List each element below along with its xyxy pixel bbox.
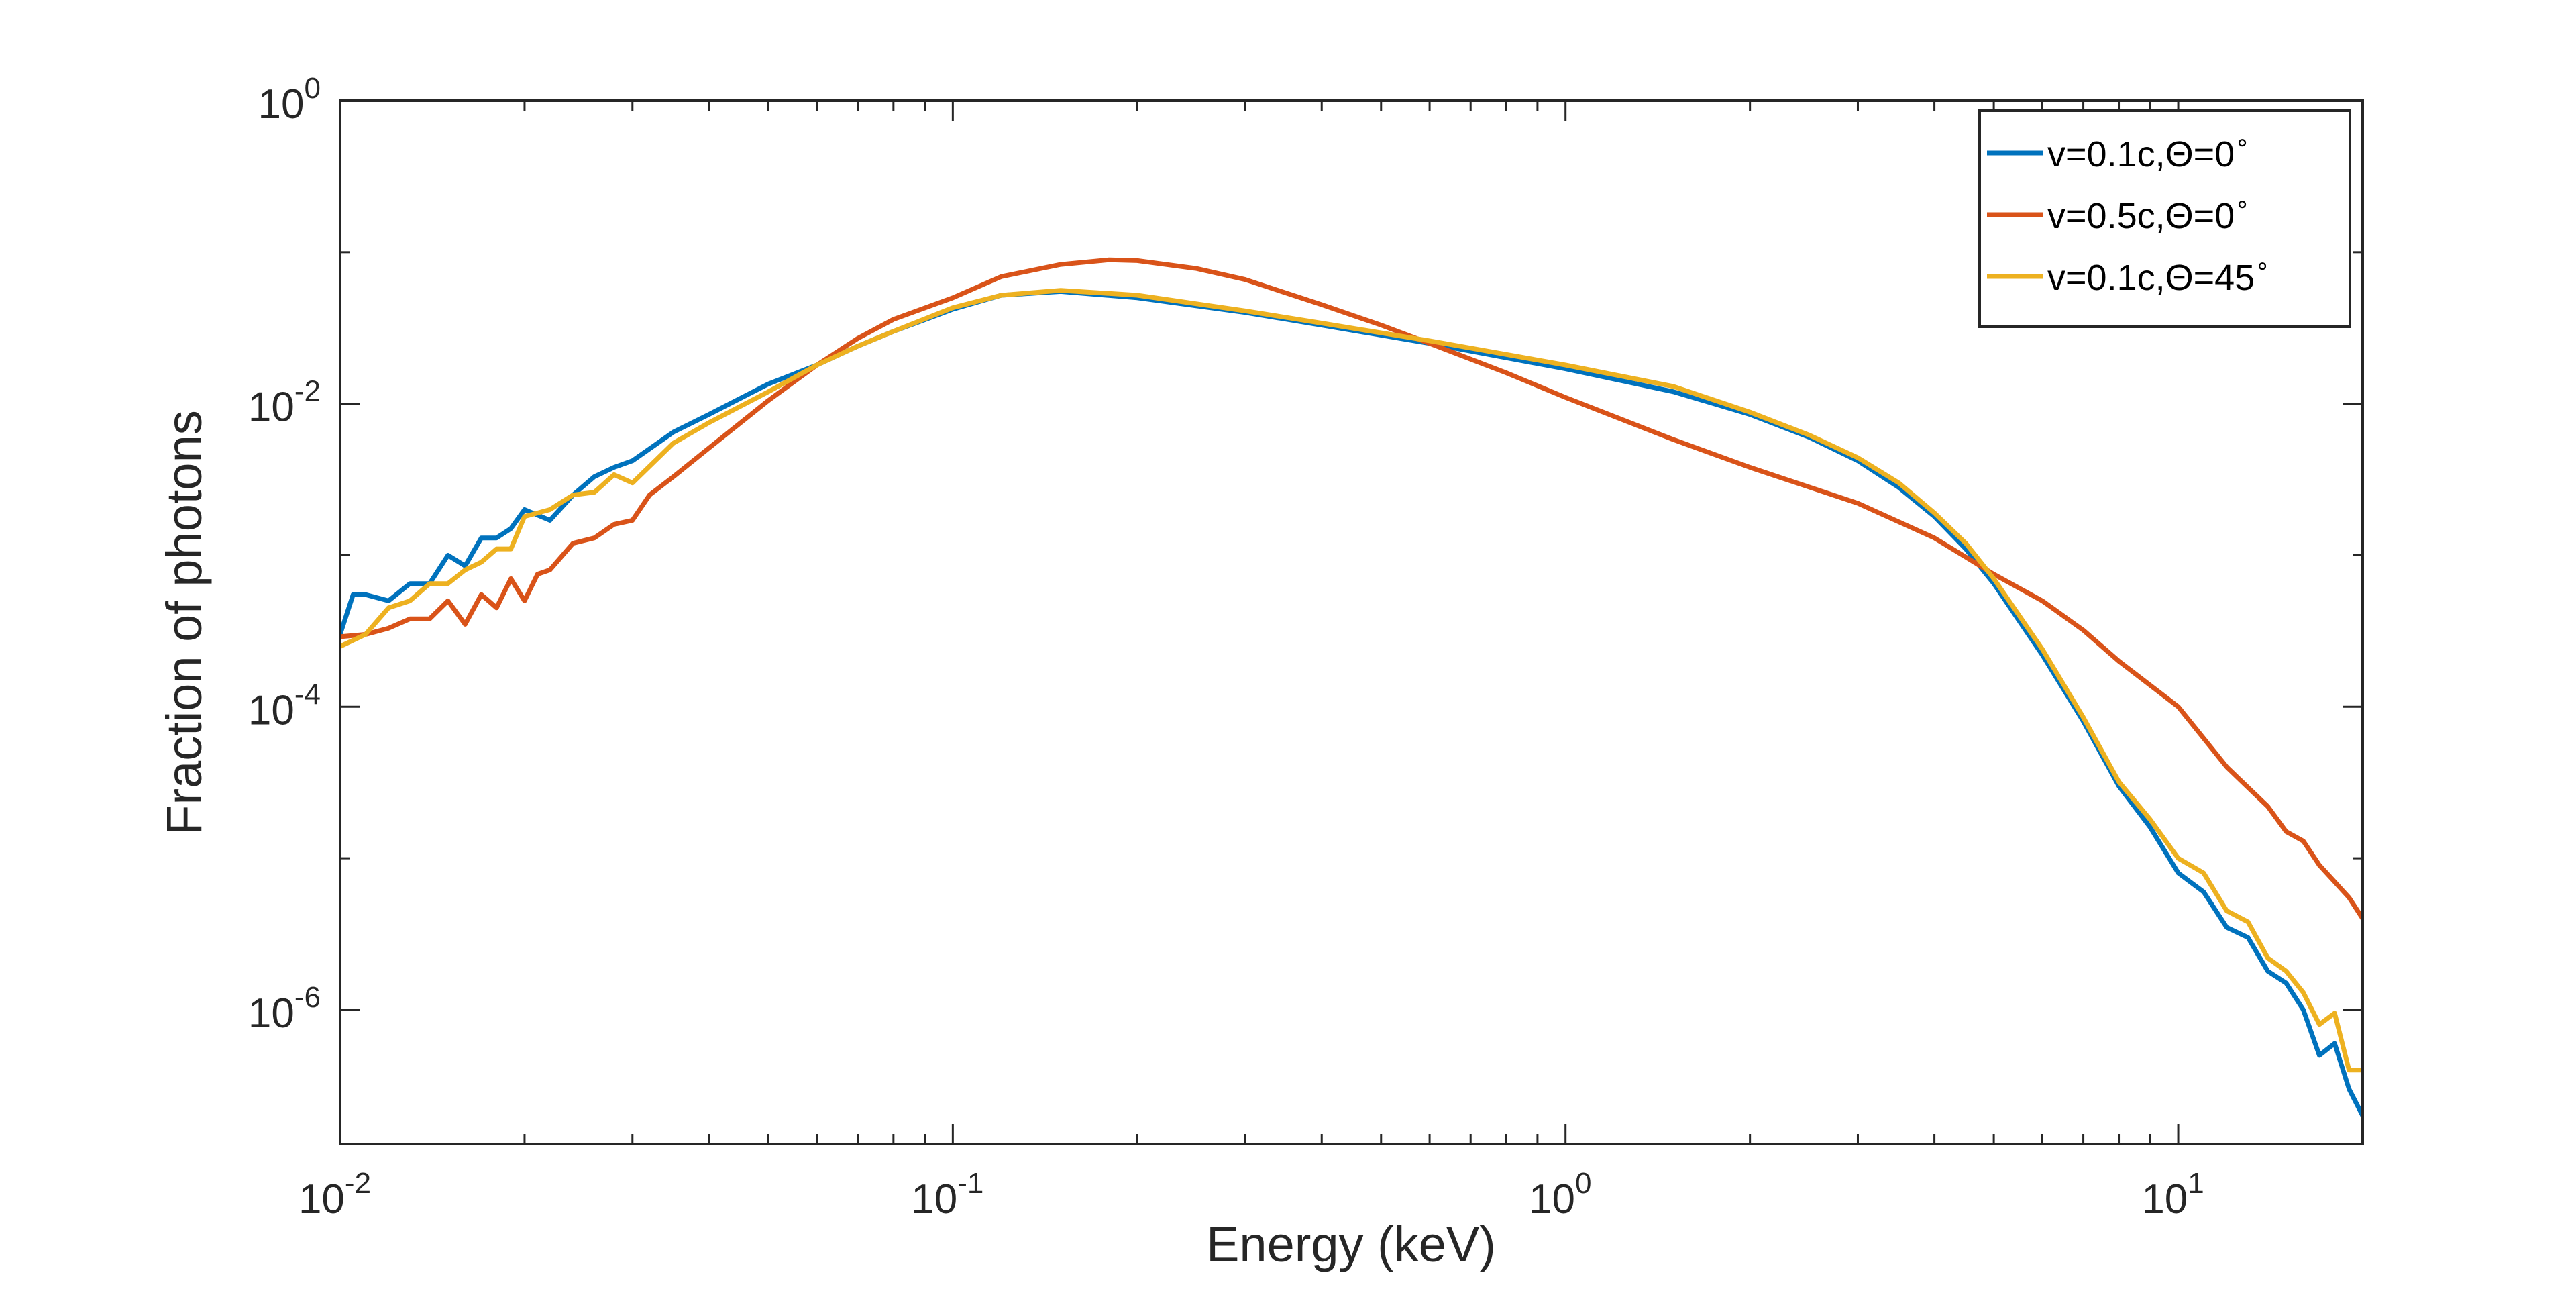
plot-frame — [339, 99, 2364, 1145]
series-line-3 — [340, 288, 2363, 1073]
axis-ticks — [339, 99, 2364, 1144]
legend-box — [1978, 109, 2351, 328]
x-tick-label: 101 — [2141, 1167, 2204, 1223]
y-tick-label: 100 — [258, 72, 321, 127]
y-tick-label: 10-2 — [248, 375, 321, 431]
y-tick-label: 10-4 — [248, 678, 321, 733]
y-axis-label: Fraction of photons — [156, 410, 212, 835]
y-tick-label: 10-6 — [248, 981, 321, 1037]
x-axis-label: Energy (keV) — [1206, 1217, 1496, 1272]
x-tick-label: 10-2 — [299, 1167, 371, 1223]
legend-entry-1: v=0.1c,Θ=0∘ — [2047, 128, 2250, 174]
series-line-2 — [340, 257, 2363, 921]
legend: v=0.1c,Θ=0∘ v=0.5c,Θ=0∘ v=0.1c,Θ=45∘ — [1978, 109, 2351, 328]
x-tick-labels: 10-2 10-1 100 101 — [299, 1167, 2204, 1223]
legend-entry-2: v=0.5c,Θ=0∘ — [2047, 190, 2250, 236]
legend-entry-3: v=0.1c,Θ=45∘ — [2047, 252, 2270, 298]
x-tick-label: 100 — [1529, 1167, 1591, 1223]
x-tick-label: 10-1 — [911, 1167, 983, 1223]
y-tick-labels: 100 10-2 10-4 10-6 — [248, 72, 321, 1037]
series-lines — [340, 257, 2363, 1119]
